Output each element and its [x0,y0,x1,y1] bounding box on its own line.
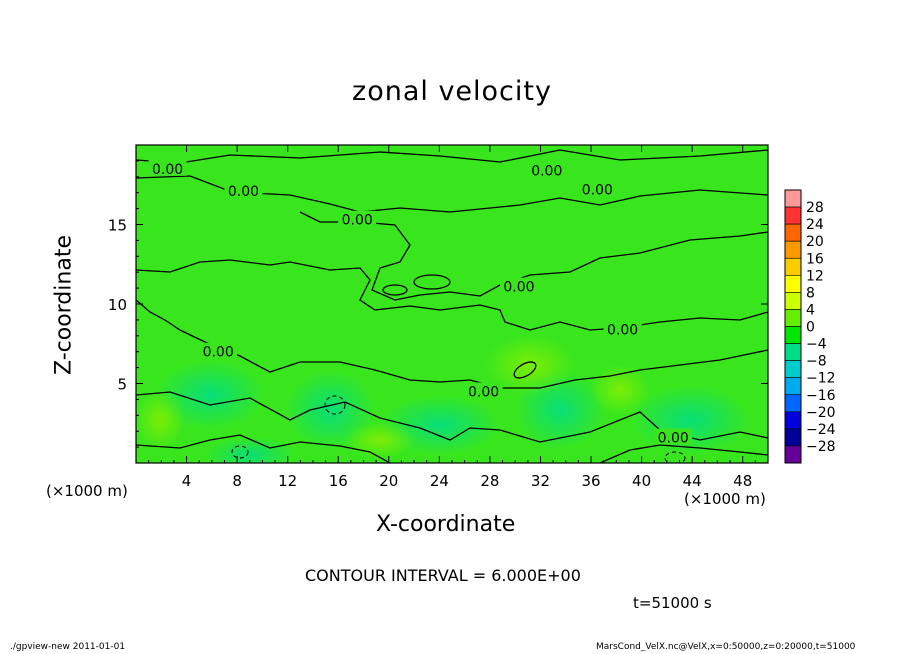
colorbar-label: 12 [806,268,824,284]
x-tick-label: 24 [430,472,449,490]
x-tick-label: 36 [581,472,600,490]
colorbar-label: −20 [806,405,836,421]
colorbar-label: −4 [806,337,827,353]
contour-label: 0.00 [582,183,613,199]
colorbar-swatch [784,206,802,225]
y-tick-label: 5 [117,376,127,394]
x-tick-label: 8 [232,472,242,490]
time-label: t=51000 s [633,594,712,612]
colorbar-label: 24 [806,217,824,233]
contour-label-bg [578,180,617,197]
contour-label-bg [338,210,377,227]
contour-label: 0.00 [152,162,183,178]
y-unit-label: (×1000 m) [46,482,128,500]
x-tick-label: 16 [329,472,348,490]
contour-label-bg [527,161,566,178]
footer-right: MarsCond_VelX.nc@VelX,x=0:50000,z=0:2000… [596,642,856,652]
contour-line [136,434,391,463]
field-shading [136,335,750,463]
contour-line [413,274,451,290]
x-axis-label: X-coordinate [376,512,516,537]
contour-label-bg [148,159,187,176]
x-tick-label: 28 [480,472,499,490]
x-axis: 4 8 12 16 20 24 28 32 36 40 44 48 [148,145,756,490]
contour-line [382,284,408,296]
colorbar-swatch [784,326,802,344]
contour-label-bg [464,382,503,399]
x-unit-label: (×1000 m) [684,490,766,508]
chart-title: zonal velocity [352,76,552,107]
colorbar-swatch [784,343,802,361]
contour-line [136,149,768,164]
contour-label: 0.00 [342,213,373,229]
colorbar-swatch [784,428,802,447]
colorbar-swatch [784,257,802,276]
y-axis-label: Z-coordinate [51,235,77,375]
x-tick-label: 48 [733,472,752,490]
contour-label: 0.00 [203,345,234,361]
colorbar-label: 8 [806,285,815,301]
contour-label: 0.00 [607,322,638,338]
contour-label-bg [654,428,693,445]
colorbar-swatch [784,275,802,293]
contour-label: 0.00 [503,280,534,296]
contour-label-bg [499,277,538,294]
contour-line [324,395,346,415]
colorbar-swatch [784,394,802,413]
contour-line [299,211,768,301]
colorbar-label: 28 [806,200,824,216]
colorbar-swatch [784,223,802,242]
colorbar-swatch [784,189,802,208]
x-tick-label: 32 [531,472,550,490]
contour-line [231,445,249,459]
x-tick-label: 40 [632,472,651,490]
contour-lines [136,149,768,463]
contour-interval-label: CONTOUR INTERVAL = 6.000E+00 [305,566,581,585]
contour-label-bg [603,320,642,337]
contour-label: 0.00 [531,163,562,179]
contour-label-layer: 0.00 0.00 0.00 0.00 0.00 0.00 0.00 0.00 0.00 0.00 [148,159,693,447]
x-tick-label: 44 [683,472,702,490]
y-tick-label: 15 [108,217,127,235]
colorbar-swatch [784,240,802,259]
colorbar-label: 16 [806,251,824,267]
contour-label-bg [199,342,238,359]
colorbar-swatch [784,309,802,327]
colorbar-label: −12 [806,371,836,387]
contour-line [513,361,537,379]
colorbar-swatch [784,445,802,464]
contour-line [599,444,768,463]
x-tick-label: 20 [379,472,398,490]
colorbar-swatch [784,411,802,430]
colorbar-label: 20 [806,234,824,250]
colorbar-label: −24 [806,422,836,438]
y-tick-label: 10 [108,296,127,314]
colorbar-swatch [784,360,802,378]
negative-contours [231,395,686,463]
colorbar-swatch [784,377,802,396]
colorbar-frame [784,189,802,464]
colorbar-label: 4 [806,302,815,318]
footer-left: ./gpview-new 2011-01-01 [10,642,126,652]
colorbar-label: 0 [806,320,815,336]
contour-line [664,451,686,463]
x-tick-label: 4 [182,472,192,490]
contour-label-bg [224,182,263,199]
colorbar-swatch [784,292,802,310]
colorbar-label: −16 [806,388,836,404]
x-tick-label: 12 [278,472,297,490]
contour-label: 0.00 [468,384,499,400]
y-axis: 5 10 15 [108,160,768,448]
contour-label: 0.00 [658,431,689,447]
contour-label: 0.00 [228,184,259,200]
colorbar-label: −8 [806,354,827,370]
contour-line [136,299,768,389]
colorbar-label: −28 [806,439,836,455]
